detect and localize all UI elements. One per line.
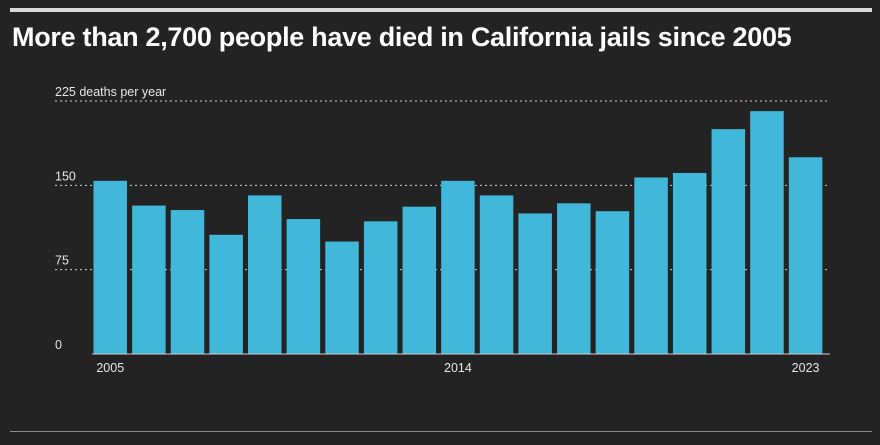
axis-labels: 0 75 150 225 deaths per year 2005 2014 2023 [55, 85, 820, 375]
bar-2012 [363, 221, 398, 354]
y-tick-label: 75 [55, 254, 69, 268]
bar-2017 [557, 203, 591, 354]
bar-2007 [170, 210, 205, 354]
bar-2013 [402, 206, 437, 354]
bar-2008 [209, 234, 243, 354]
bar-2010 [286, 219, 321, 354]
bar-2022 [750, 111, 784, 355]
bar-2011 [325, 241, 359, 354]
bar-2021 [711, 129, 746, 354]
top-rule [10, 8, 872, 12]
bar-2018 [595, 211, 630, 354]
bars [93, 111, 823, 355]
bar-2009 [248, 195, 282, 354]
bar-2014 [441, 180, 475, 354]
x-tick-label: 2005 [96, 361, 124, 375]
chart-title: More than 2,700 people have died in Cali… [12, 22, 792, 52]
bar-2006 [132, 205, 166, 354]
y-tick-label: 225 deaths per year [55, 85, 166, 99]
x-tick-label: 2023 [792, 361, 820, 375]
bottom-rule [10, 431, 872, 432]
x-tick-label: 2014 [444, 361, 472, 375]
bar-2019 [634, 177, 668, 354]
bar-2015 [479, 195, 514, 354]
y-tick-label: 150 [55, 169, 76, 183]
bar-2020 [672, 172, 707, 354]
y-tick-label: 0 [55, 338, 62, 352]
bar-2005 [93, 180, 127, 354]
bar-2016 [518, 213, 552, 354]
bar-2023 [788, 157, 823, 354]
